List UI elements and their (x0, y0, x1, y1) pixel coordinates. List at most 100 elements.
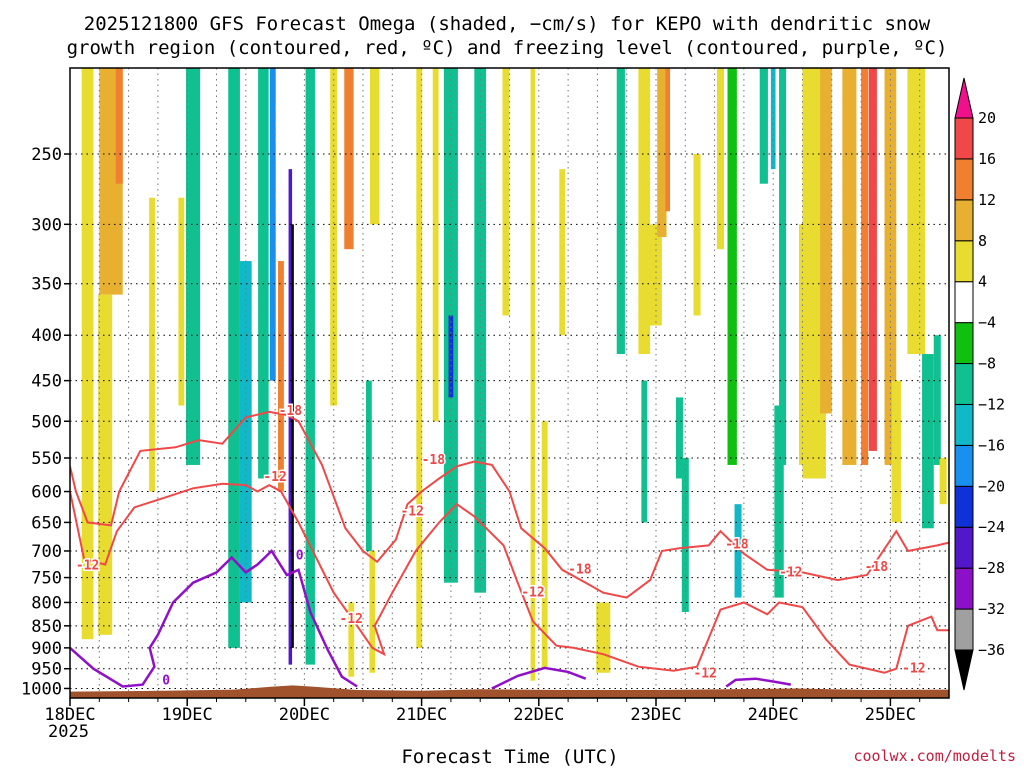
omega-shade-4 (149, 197, 155, 492)
dgz-contour-minus18 (70, 410, 949, 599)
colorbar-label-8: −4 (978, 314, 996, 332)
terrain (70, 685, 949, 698)
colorbar-label-9: 4 (978, 273, 987, 291)
colorbar-label-0: −36 (978, 641, 1005, 659)
contour-label-6: -18 (568, 562, 592, 577)
omega-shade-6 (186, 68, 201, 465)
omega-shade-57 (933, 335, 941, 465)
contour-label-8: -18 (725, 537, 749, 552)
contour-label-9: -12 (779, 565, 802, 580)
x-tick-label-22DEC: 22DEC (513, 705, 564, 725)
colorbar-max-triangle (954, 77, 974, 119)
omega-shade-3 (115, 68, 123, 184)
omega-shade-43 (759, 68, 768, 184)
omega-shade-50 (842, 68, 857, 465)
omega-shade-0 (81, 68, 94, 640)
omega-shade-46 (779, 68, 787, 465)
omega-shade-34 (638, 224, 662, 326)
chart-title-line-2: growth region (contoured, red, ºC) and f… (67, 37, 948, 59)
y-tick-label-600: 600 (31, 483, 62, 503)
chart-title-line-1: 2025121800 GFS Forecast Omega (shaded, −… (84, 13, 931, 35)
contour-label-7: -12 (521, 586, 544, 601)
omega-shade-38 (675, 397, 683, 479)
y-tick-label-400: 400 (31, 326, 62, 346)
contour-label-1: -12 (263, 470, 286, 485)
omega-shade-15 (330, 68, 338, 406)
colorbar-swatch-5 (954, 444, 974, 487)
omega-shade-19 (369, 550, 376, 673)
y-tick-label-800: 800 (31, 593, 62, 613)
colorbar-label-12: 16 (978, 150, 996, 168)
omega-shade-16 (344, 68, 354, 250)
y-tick-label-1000: 1000 (21, 679, 62, 699)
omega-shade-33 (638, 68, 651, 355)
x-tick-label-21DEC: 21DEC (396, 705, 447, 725)
omega-shade-36 (665, 68, 671, 212)
omega-shade-17 (348, 602, 355, 677)
omega-shade-55 (907, 68, 925, 355)
colorbar: −36 −32 −28 −24 −20 −16 −12 −8 −4 4 8 12 16 20 (954, 77, 1005, 691)
omega-shade-5 (178, 197, 185, 406)
colorbar-label-6: −12 (978, 395, 1005, 413)
colorbar-swatch-6 (954, 403, 974, 446)
omega-shade-27 (530, 68, 536, 681)
omega-shade-25 (474, 68, 487, 593)
colorbar-swatch-8 (954, 322, 974, 365)
contour-label-2: -18 (422, 453, 446, 468)
omega-shade-22 (432, 68, 439, 422)
omega-shade-54 (891, 380, 901, 523)
omega-shade-9 (258, 68, 269, 479)
contour-label-0: -18 (279, 404, 303, 419)
terrain-fill (70, 685, 949, 698)
contour-label-3: -12 (400, 505, 423, 520)
omega-shade-29 (559, 169, 566, 336)
colorbar-swatch-9 (954, 281, 974, 324)
contour-label-13: 0 (162, 674, 170, 689)
omega-shade-35 (657, 68, 667, 237)
contour-label-11: -18 (865, 560, 889, 575)
y-tick-label-300: 300 (31, 215, 62, 235)
omega-shading (81, 68, 947, 681)
x-tick-label-23DEC: 23DEC (630, 705, 681, 725)
y-tick-label-650: 650 (31, 513, 62, 533)
omega-shade-37 (681, 457, 689, 612)
omega-shade-41 (727, 68, 737, 465)
credit-text: coolwx.com/modelts (853, 747, 1016, 765)
omega-shade-11 (278, 261, 284, 492)
omega-shade-58 (939, 457, 947, 505)
omega-shade-10 (269, 68, 276, 381)
y-tick-label-550: 550 (31, 449, 62, 469)
y-tick-label-350: 350 (31, 275, 62, 295)
y-tick-label-900: 900 (31, 639, 62, 659)
contour-label-4: -12 (76, 559, 99, 574)
omega-shade-28 (541, 421, 548, 669)
omega-shade-32 (641, 380, 648, 523)
colorbar-label-1: −32 (978, 600, 1005, 618)
colorbar-swatch-10 (954, 240, 974, 283)
omega-shade-51 (861, 68, 869, 465)
colorbar-swatch-2 (954, 567, 974, 610)
omega-shade-21 (416, 68, 423, 648)
contour-label-10: -12 (693, 667, 716, 682)
contour-lines (70, 410, 949, 690)
y-tick-label-250: 250 (31, 145, 62, 165)
y-tick-label-700: 700 (31, 542, 62, 562)
colorbar-swatch-11 (954, 199, 974, 242)
colorbar-label-11: 12 (978, 191, 996, 209)
freezing-level-contour (70, 549, 358, 688)
colorbar-label-13: 20 (978, 109, 996, 127)
omega-shade-45 (774, 405, 784, 598)
colorbar-label-2: −28 (978, 559, 1005, 577)
x-axis-label: Forecast Time (UTC) (401, 746, 618, 768)
freezing-level-contour-b (491, 666, 587, 690)
colorbar-swatch-1 (954, 608, 974, 651)
omega-shade-7 (228, 68, 240, 648)
colorbar-swatch-4 (954, 485, 974, 528)
contour-labels: -18 -12 -18 -12 -12 -12 -18 -12 -18 -12 -12 -18 -12 0… (74, 403, 927, 691)
colorbar-swatch-7 (954, 363, 974, 405)
grid-lines (70, 68, 949, 698)
x-tick-label-25DEC: 25DEC (865, 705, 916, 725)
omega-shade-14 (305, 68, 315, 665)
y-tick-label-450: 450 (31, 372, 62, 392)
